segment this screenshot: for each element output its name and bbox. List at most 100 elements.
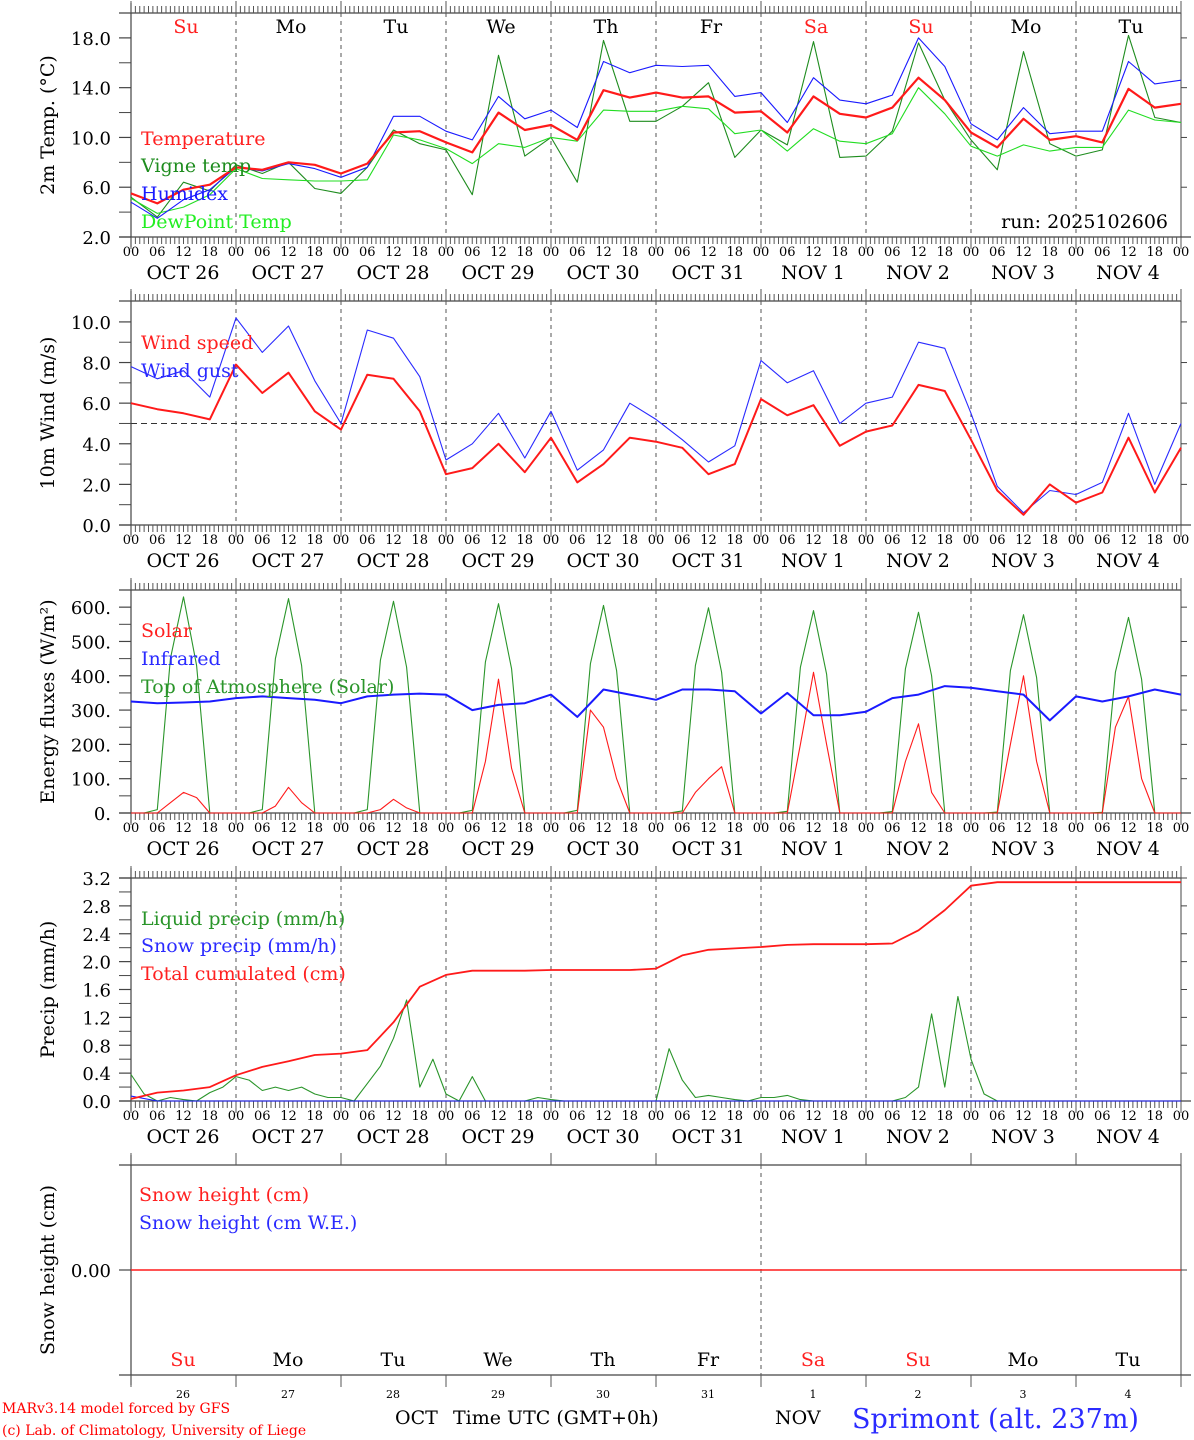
day-name-top: Su — [173, 16, 198, 38]
hour-label: 18 — [726, 245, 743, 260]
hour-label: 06 — [149, 245, 166, 260]
y-axis-title: 2m Temp. (°C) — [37, 55, 59, 195]
y-tick-label: 2.0 — [82, 953, 111, 974]
hour-label: 00 — [543, 245, 560, 260]
hour-label: 12 — [490, 245, 507, 260]
hour-label: 06 — [464, 245, 481, 260]
hour-label: 00 — [858, 245, 875, 260]
legend-item: Total cumulated (cm) — [141, 963, 346, 985]
hour-label: 12 — [1015, 245, 1032, 260]
hour-label: 12 — [280, 533, 297, 548]
date-label: OCT 30 — [566, 262, 639, 284]
day-number: 31 — [701, 1388, 715, 1401]
hour-label: 12 — [490, 1109, 507, 1124]
y-tick-label: 14.0 — [71, 79, 111, 100]
date-label: NOV 3 — [991, 1126, 1055, 1148]
day-name-top: Tu — [1119, 16, 1144, 38]
date-label: OCT 31 — [671, 262, 744, 284]
run-label: run: 2025102606 — [1001, 211, 1168, 233]
date-label: OCT 28 — [356, 1126, 429, 1148]
series-dew — [130, 87, 1182, 214]
hour-label: 18 — [831, 533, 848, 548]
date-label: NOV 4 — [1096, 262, 1160, 284]
hour-label: 18 — [201, 533, 218, 548]
date-label: NOV 3 — [991, 550, 1055, 572]
y-tick-label: 0.0 — [82, 1092, 111, 1113]
panel-snowh: 0.00 Snow height (cm) Snow height (cm) Snow… — [37, 1153, 1191, 1387]
hour-label: 12 — [490, 821, 507, 836]
hour-label: 12 — [805, 1109, 822, 1124]
hour-label: 12 — [910, 1109, 927, 1124]
hour-label: 06 — [884, 821, 901, 836]
hour-label: 18 — [201, 821, 218, 836]
hour-label: 06 — [1094, 533, 1111, 548]
date-label: NOV 2 — [886, 838, 950, 860]
date-label: NOV 2 — [886, 1126, 950, 1148]
hour-label: 18 — [306, 533, 323, 548]
y-tick-label: 0.00 — [71, 1261, 111, 1282]
day-name-top: Fr — [700, 16, 723, 38]
panel-temp: 2.0 6.0 10.0 14.0 18.0 2m Temp. (°C) 00 06 12 18 O… — [37, 1, 1191, 284]
series-snow — [130, 1095, 1181, 1102]
y-tick-label: 400. — [71, 667, 111, 688]
hour-label: 00 — [648, 1109, 665, 1124]
legend-item: Snow height (cm) — [139, 1184, 309, 1206]
hour-label: 12 — [805, 821, 822, 836]
date-label: NOV 2 — [886, 262, 950, 284]
hour-label: 00 — [753, 1109, 770, 1124]
hour-label: 12 — [700, 533, 717, 548]
x-axis-title: Time UTC (GMT+0h) — [453, 1407, 659, 1429]
date-label: OCT 31 — [671, 550, 744, 572]
date-label: OCT 30 — [566, 838, 639, 860]
hour-label: 18 — [411, 821, 428, 836]
date-label: OCT 26 — [146, 550, 219, 572]
hour-label: 00 — [543, 1109, 560, 1124]
day-name-bottom: We — [483, 1349, 512, 1371]
hour-label: 18 — [621, 821, 638, 836]
hour-label: 06 — [884, 245, 901, 260]
date-label: OCT 29 — [461, 262, 534, 284]
site-label: Sprimont (alt. 237m) — [852, 1404, 1139, 1435]
hour-label: 12 — [1120, 821, 1137, 836]
day-name-bottom: Fr — [697, 1349, 720, 1371]
hour-label: 06 — [149, 821, 166, 836]
hour-label: 12 — [595, 1109, 612, 1124]
hour-label: 06 — [464, 533, 481, 548]
legend-item: Temperature — [141, 128, 265, 150]
legend-item: Vigne temp — [140, 155, 251, 177]
hour-label: 00 — [438, 821, 455, 836]
date-label: OCT 27 — [251, 262, 324, 284]
y-tick-label: 0.8 — [82, 1036, 111, 1057]
hour-label: 12 — [1120, 245, 1137, 260]
credit-lab: (c) Lab. of Climatology, University of L… — [2, 1423, 306, 1439]
hour-label: 06 — [989, 1109, 1006, 1124]
hour-label: 12 — [385, 533, 402, 548]
legend-item: Humidex — [141, 183, 228, 205]
y-tick-label: 18.0 — [71, 29, 111, 50]
series-solar — [131, 671, 1181, 814]
hour-label: 00 — [1068, 245, 1085, 260]
hour-label: 18 — [411, 533, 428, 548]
y-tick-label: 2.0 — [82, 228, 111, 249]
hour-label: 00 — [963, 533, 980, 548]
hour-label: 00 — [1173, 245, 1190, 260]
hour-label: 18 — [306, 821, 323, 836]
hour-label: 12 — [280, 1109, 297, 1124]
y-tick-label: 8.0 — [82, 354, 111, 375]
panel-precip: 0.0 0.4 0.8 1.2 1.6 2.0 2.4 2.8 3.2 Precip (mm/h)… — [37, 866, 1191, 1148]
hour-label: 12 — [280, 245, 297, 260]
hour-label: 06 — [884, 1109, 901, 1124]
series-speed — [130, 363, 1182, 516]
hour-label: 18 — [516, 1109, 533, 1124]
series-humidex — [130, 37, 1182, 219]
hour-label: 00 — [228, 245, 245, 260]
date-label: OCT 27 — [251, 550, 324, 572]
hour-label: 06 — [569, 821, 586, 836]
hour-label: 00 — [1173, 533, 1190, 548]
hour-label: 12 — [280, 821, 297, 836]
date-label: OCT 28 — [356, 262, 429, 284]
hour-label: 18 — [936, 821, 953, 836]
y-axis-title: Snow height (cm) — [37, 1185, 59, 1355]
hour-label: 00 — [123, 245, 140, 260]
hour-label: 00 — [1173, 1109, 1190, 1124]
